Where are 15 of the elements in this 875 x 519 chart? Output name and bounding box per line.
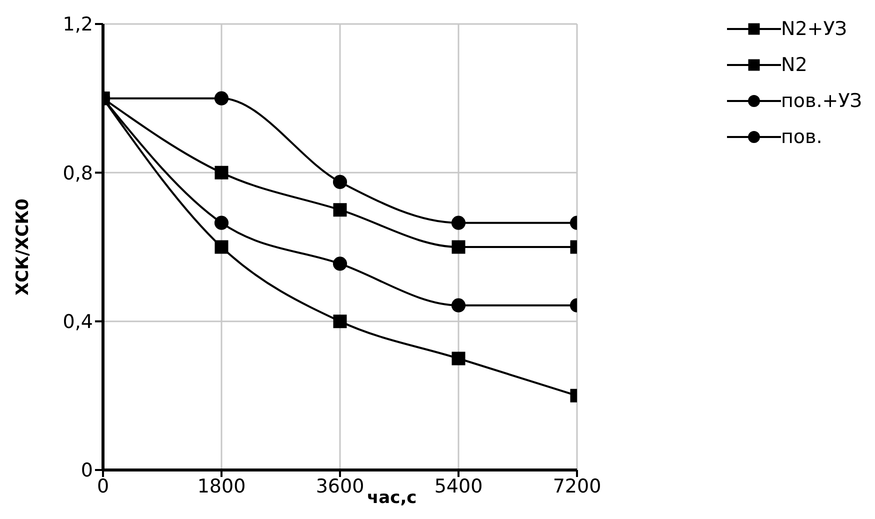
x-tick-label: 0 (96, 475, 110, 498)
x-axis-title: час,с (367, 488, 417, 508)
x-tick-label: 3600 (316, 475, 364, 498)
legend-label: N2+УЗ (781, 18, 847, 40)
legend-label: пов. (781, 126, 822, 148)
y-axis-title: ХСК/ХСК0 (13, 198, 33, 296)
x-tick-label: 1800 (197, 475, 246, 498)
legend-label: N2 (781, 54, 808, 76)
y-tick-label: 0,8 (62, 162, 93, 184)
y-tick-label: 0,4 (62, 311, 93, 334)
y-tick-label: 1,2 (62, 14, 93, 36)
legend-label: пов.+УЗ (781, 90, 862, 112)
x-tick-label: 7200 (552, 475, 602, 498)
x-tick-label: 5400 (434, 475, 483, 498)
y-tick-label: 0 (80, 460, 93, 482)
